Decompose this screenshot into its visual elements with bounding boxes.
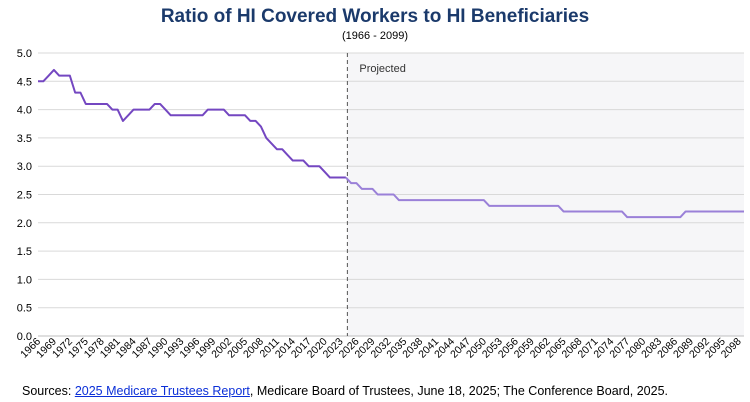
y-tick-label: 0.0 <box>17 331 32 343</box>
historical-ratio-line <box>38 68 346 179</box>
sources-note: Sources: 2025 Medicare Trustees Report, … <box>22 384 668 398</box>
y-tick-label: 0.5 <box>17 303 32 315</box>
y-tick-label: 1.0 <box>17 274 32 286</box>
y-tick-label: 4.5 <box>17 76 32 88</box>
projected-label: Projected <box>359 63 405 75</box>
y-tick-label: 1.5 <box>17 246 32 258</box>
trustees-report-link[interactable]: 2025 Medicare Trustees Report <box>74 384 250 398</box>
chart-subtitle: (1966 - 2099) <box>341 30 409 42</box>
projected-ratio-line <box>345 176 744 219</box>
sources-prefix: Sources: <box>22 384 75 398</box>
y-tick-label: 5.0 <box>17 48 32 60</box>
chart-title: Ratio of HI Covered Workers to HI Benefi… <box>160 6 590 27</box>
y-tick-label: 4.0 <box>17 105 32 117</box>
y-tick-label: 2.5 <box>17 190 32 202</box>
sources-suffix: , Medicare Board of Trustees, June 18, 2… <box>249 384 668 398</box>
y-tick-label: 3.5 <box>17 133 32 145</box>
y-tick-label: 3.0 <box>17 161 32 173</box>
y-tick-label: 2.0 <box>17 218 32 230</box>
